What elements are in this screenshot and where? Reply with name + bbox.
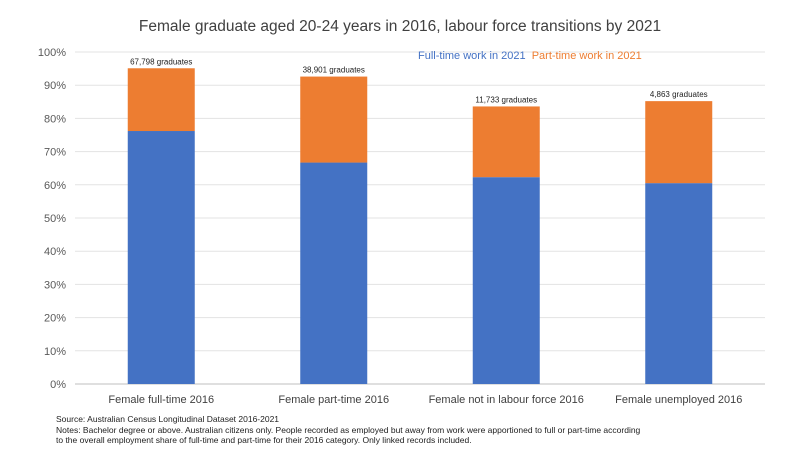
x-tick-label: Female full-time 2016: [108, 394, 214, 406]
y-tick-label: 90%: [44, 80, 66, 92]
y-tick-label: 80%: [44, 113, 66, 125]
bar-segment: [645, 101, 713, 184]
x-tick-label: Female not in labour force 2016: [429, 394, 584, 406]
bar-segment: [127, 68, 195, 132]
y-tick-label: 20%: [44, 313, 66, 325]
y-tick-label: 50%: [44, 213, 66, 225]
notes: Source: Australian Census Longitudinal D…: [56, 414, 640, 446]
source-note: Source: Australian Census Longitudinal D…: [56, 414, 280, 424]
legend-full-time: Full-time work in 2021: [418, 50, 526, 62]
data-label: 67,798 graduates: [130, 57, 192, 66]
legend: Full-time work in 2021 Part-time work in…: [418, 50, 642, 62]
bar-segment: [472, 106, 540, 178]
legend-part-time: Part-time work in 2021: [531, 50, 642, 62]
data-label: 11,733 graduates: [475, 95, 537, 104]
y-tick-label: 0%: [50, 379, 66, 391]
y-tick-label: 70%: [44, 147, 66, 159]
x-tick-label: Female unemployed 2016: [615, 394, 742, 406]
y-tick-label: 30%: [44, 279, 66, 291]
y-tick-label: 10%: [44, 346, 66, 358]
data-label: 4,863 graduates: [650, 90, 708, 99]
notes-line-2: to the overall employment share of full-…: [56, 435, 472, 445]
bar-segment: [300, 162, 368, 384]
bar-segment: [127, 131, 195, 384]
bar-segment: [300, 76, 368, 163]
bar-segment: [472, 177, 540, 384]
notes-line-1: Notes: Bachelor degree or above. Austral…: [56, 424, 641, 435]
y-tick-label: 60%: [44, 180, 66, 192]
y-tick-label: 100%: [38, 47, 66, 59]
chart-title: Female graduate aged 20-24 years in 2016…: [138, 18, 662, 35]
x-tick-label: Female part-time 2016: [278, 394, 389, 406]
data-label: 38,901 graduates: [303, 66, 365, 75]
y-tick-label: 40%: [44, 246, 66, 258]
bar-segment: [645, 183, 713, 384]
